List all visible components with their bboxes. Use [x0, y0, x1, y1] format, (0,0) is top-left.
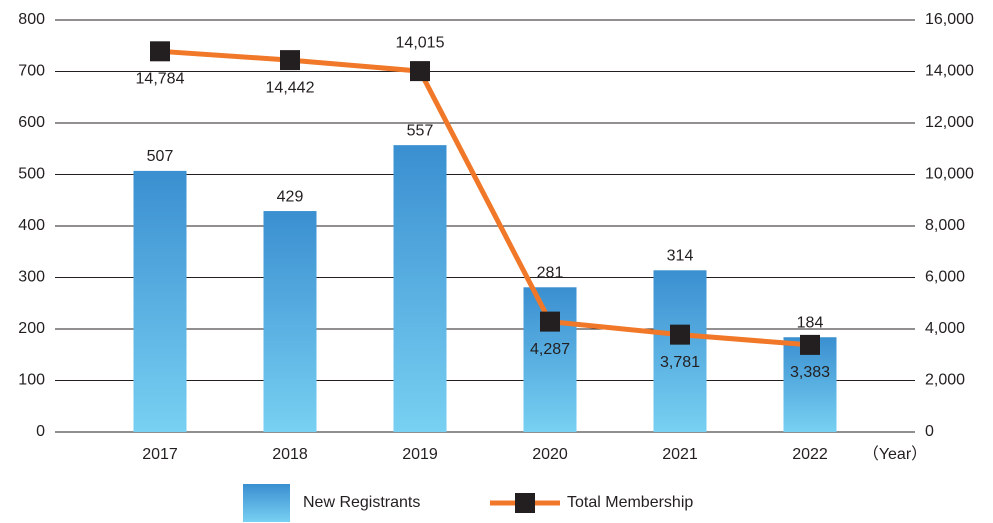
bar	[653, 270, 707, 432]
y2-tick-label: 0	[925, 423, 934, 440]
legend-marker	[515, 493, 535, 513]
y-tick-label: 800	[18, 11, 45, 28]
bar-value-label: 557	[407, 122, 434, 139]
y2-tick-label: 4,000	[925, 320, 965, 337]
x-tick-label: 2017	[142, 446, 178, 463]
bar	[523, 287, 577, 432]
x-tick-label: 2022	[792, 446, 828, 463]
y2-tick-label: 10,000	[925, 166, 974, 183]
bar	[393, 145, 447, 432]
y2-tick-label: 8,000	[925, 217, 965, 234]
line-marker	[540, 311, 560, 332]
bar-value-label: 184	[797, 314, 824, 331]
x-tick-label: 2018	[272, 446, 308, 463]
x-tick-label: 2020	[532, 446, 568, 463]
y-tick-label: 0	[36, 423, 45, 440]
line-marker	[800, 334, 820, 355]
bar-value-label: 507	[147, 148, 174, 165]
line-value-label: 14,784	[136, 71, 185, 88]
y2-tick-label: 2,000	[925, 372, 965, 389]
line-value-label: 3,781	[660, 354, 700, 371]
y-tick-label: 500	[18, 166, 45, 183]
line-value-label: 14,442	[266, 79, 315, 96]
line-value-label: 14,015	[396, 34, 445, 51]
y-tick-label: 400	[18, 217, 45, 234]
line	[159, 48, 811, 348]
line-value-label: 4,287	[530, 341, 570, 358]
bar	[133, 170, 187, 432]
line-marker	[280, 50, 300, 71]
y-tick-label: 100	[18, 372, 45, 389]
y-tick-label: 600	[18, 114, 45, 131]
legend-label: New Registrants	[303, 494, 420, 511]
x-tick-label: 2021	[662, 446, 698, 463]
x-axis-label: （Year）	[863, 445, 927, 463]
bar-value-label: 281	[537, 265, 564, 282]
bar-value-label: 314	[667, 248, 694, 265]
y2-tick-label: 14,000	[925, 63, 974, 80]
bar-value-label: 429	[277, 188, 304, 205]
bar	[263, 211, 317, 432]
y-tick-label: 200	[18, 320, 45, 337]
y-tick-label: 700	[18, 63, 45, 80]
legend-swatch	[243, 484, 290, 522]
line-value-label: 3,383	[790, 364, 830, 381]
line-marker	[670, 324, 690, 345]
y2-tick-label: 12,000	[925, 114, 974, 131]
x-tick-label: 2019	[402, 446, 438, 463]
y2-tick-label: 6,000	[925, 269, 965, 286]
y2-tick-label: 16,000	[925, 11, 974, 28]
line-marker	[150, 41, 170, 62]
y-tick-label: 300	[18, 269, 45, 286]
line-marker	[410, 61, 430, 82]
legend-label: Total Membership	[567, 494, 693, 511]
